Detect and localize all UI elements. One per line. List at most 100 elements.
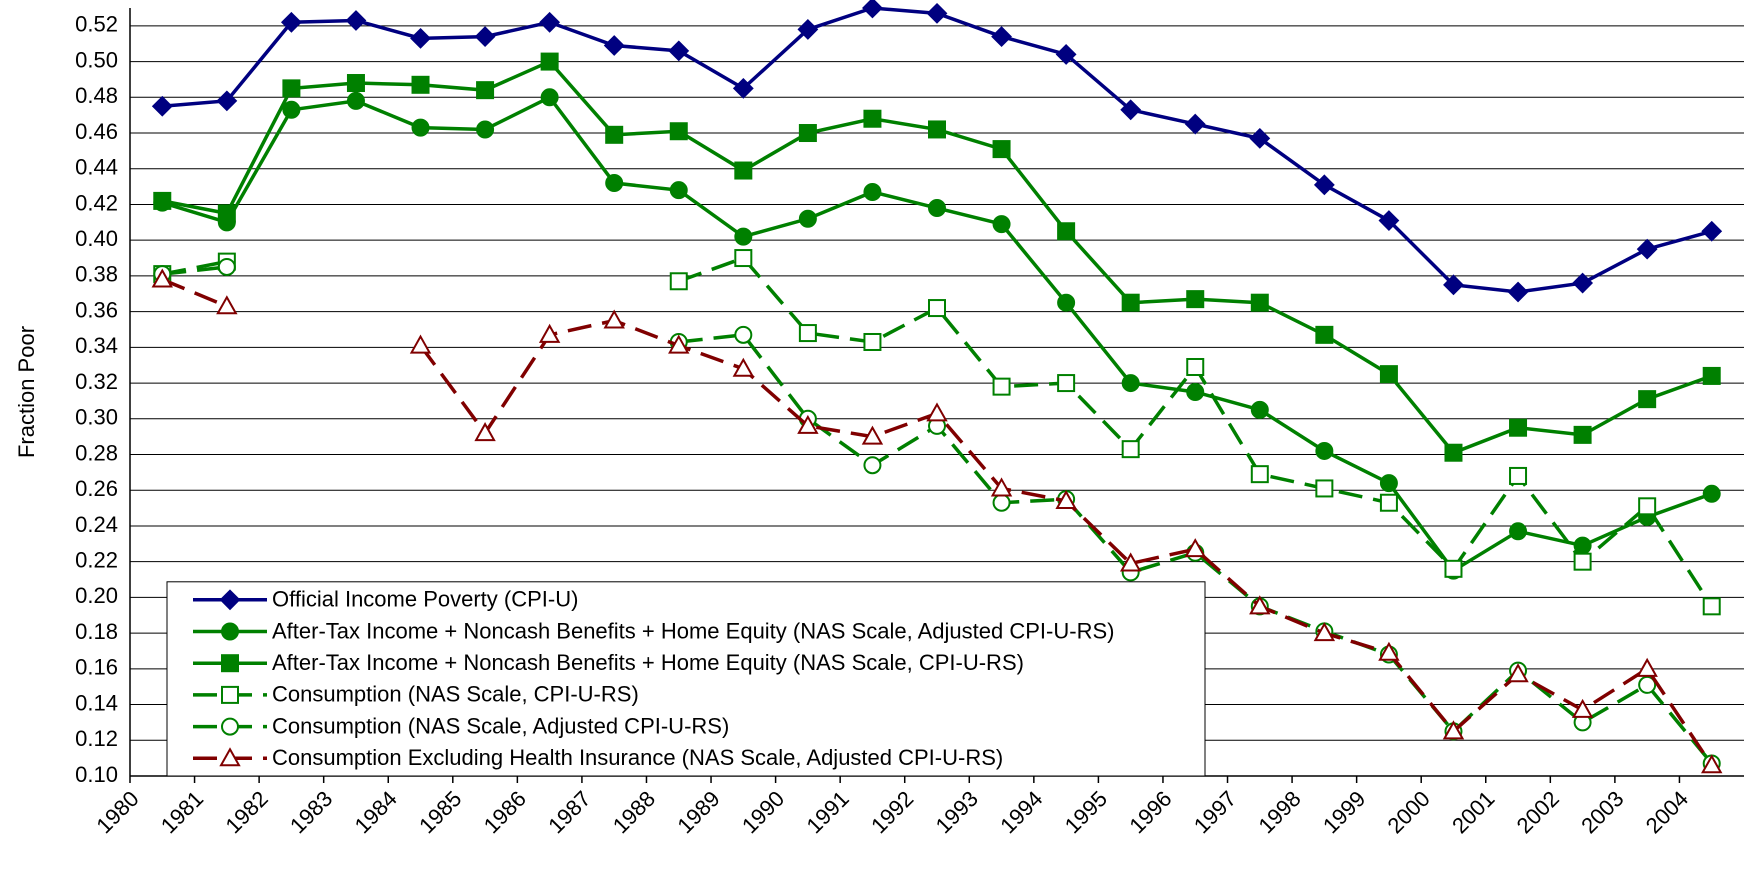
marker: [669, 181, 688, 200]
marker: [1702, 484, 1721, 503]
marker: [221, 717, 239, 736]
y-tick-label: 0.10: [75, 762, 118, 787]
marker: [1121, 293, 1140, 312]
marker: [928, 199, 946, 218]
marker: [1055, 44, 1077, 65]
marker: [1249, 595, 1271, 615]
y-tick-label: 0.30: [75, 405, 118, 430]
marker: [732, 77, 754, 99]
marker: [798, 124, 817, 143]
marker: [1378, 641, 1400, 661]
y-tick-label: 0.46: [75, 119, 118, 144]
y-tick-label: 0.22: [75, 547, 118, 572]
marker: [1507, 663, 1529, 683]
y-tick-label: 0.18: [75, 619, 118, 644]
marker: [151, 95, 173, 117]
marker: [1571, 698, 1594, 718]
marker: [1250, 293, 1269, 312]
marker: [1121, 440, 1140, 459]
marker: [151, 268, 173, 288]
legend-box: [166, 581, 1206, 777]
marker: [1444, 443, 1463, 462]
marker: [1509, 418, 1528, 437]
marker: [474, 422, 496, 442]
marker: [1057, 222, 1076, 241]
legend-label: Consumption (NAS Scale, CPI-U-RS): [272, 682, 639, 707]
marker: [863, 332, 882, 351]
marker: [282, 79, 301, 98]
marker: [410, 27, 431, 49]
y-tick-label: 0.16: [75, 655, 118, 680]
marker: [926, 402, 948, 422]
marker: [1443, 274, 1464, 296]
marker: [669, 272, 688, 291]
marker: [1379, 365, 1398, 384]
marker: [1379, 493, 1398, 512]
marker: [861, 425, 884, 445]
marker: [1184, 113, 1206, 135]
marker: [1057, 293, 1076, 312]
marker: [1315, 325, 1334, 344]
marker: [734, 249, 753, 268]
legend-label: After-Tax Income + Noncash Benefits + Ho…: [272, 618, 1114, 643]
marker: [1313, 174, 1335, 196]
legend: Official Income Poverty (CPI-U) After-Tax…: [166, 581, 1206, 777]
marker: [732, 357, 755, 377]
marker: [1507, 281, 1529, 303]
marker: [1573, 536, 1592, 555]
marker: [153, 191, 172, 210]
marker: [1573, 552, 1592, 571]
y-tick-label: 0.48: [75, 83, 118, 108]
marker: [992, 377, 1011, 396]
y-tick-label: 0.44: [75, 155, 118, 180]
marker: [1638, 390, 1657, 409]
marker: [863, 456, 882, 475]
y-tick-label: 0.40: [75, 226, 118, 251]
y-axis-label: Fraction Poor: [14, 326, 39, 458]
y-tick-label: 0.38: [75, 262, 118, 287]
marker: [669, 122, 688, 141]
marker: [991, 26, 1012, 47]
y-tick-label: 0.14: [75, 690, 118, 715]
y-tick-label: 0.32: [75, 369, 118, 394]
marker: [1120, 99, 1142, 121]
marker: [538, 323, 561, 343]
marker: [1250, 465, 1269, 484]
y-tick-label: 0.12: [75, 726, 118, 751]
marker: [603, 35, 625, 56]
legend-label: Consumption Excluding Health Insurance (…: [272, 745, 1003, 770]
marker: [605, 174, 624, 193]
marker: [219, 589, 241, 611]
marker: [346, 74, 365, 93]
marker: [1186, 383, 1205, 401]
marker: [216, 295, 238, 315]
marker: [411, 118, 430, 137]
marker: [1638, 675, 1657, 694]
marker: [1250, 400, 1269, 419]
marker: [1572, 272, 1594, 294]
marker: [1573, 425, 1592, 444]
marker: [1378, 210, 1400, 231]
marker: [221, 685, 239, 704]
y-tick-label: 0.34: [75, 333, 118, 358]
marker: [217, 257, 236, 276]
marker: [280, 11, 302, 33]
marker: [734, 161, 753, 180]
marker: [1057, 374, 1076, 393]
marker: [540, 52, 559, 71]
marker: [668, 334, 690, 354]
marker: [282, 100, 301, 119]
y-tick-label: 0.36: [75, 297, 118, 322]
marker: [992, 140, 1011, 159]
marker: [1315, 441, 1334, 460]
marker: [992, 215, 1011, 234]
marker: [409, 334, 432, 354]
marker: [539, 11, 561, 33]
marker: [1509, 522, 1528, 541]
y-tick-label: 0.28: [75, 440, 118, 465]
marker: [216, 90, 238, 112]
marker: [1636, 238, 1658, 260]
marker: [734, 227, 753, 246]
marker: [992, 493, 1011, 512]
